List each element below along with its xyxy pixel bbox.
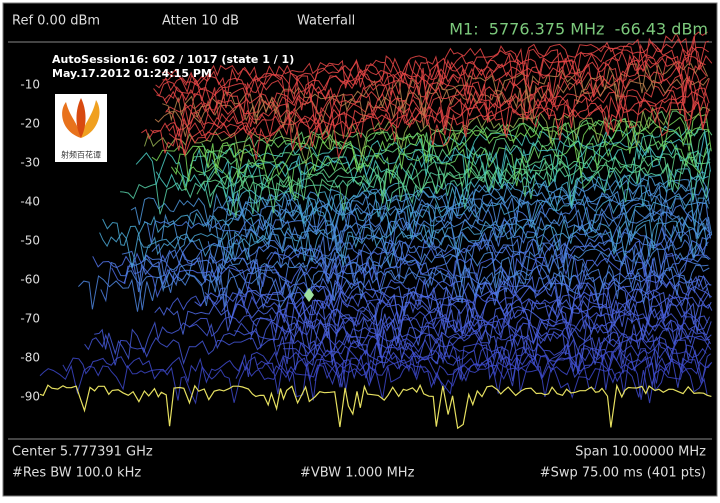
- res-bw: #Res BW 100.0 kHz: [12, 466, 141, 481]
- waterfall-trace: [161, 31, 708, 102]
- waterfall-trace: [165, 66, 710, 130]
- vbw: #VBW 1.000 MHz: [300, 466, 415, 481]
- y-tick-label: -50: [20, 234, 40, 248]
- waterfall-trace: [151, 224, 710, 276]
- waterfall-trace: [78, 264, 709, 312]
- sweep: #Swp 75.00 ms (401 pts): [540, 466, 706, 481]
- y-axis: -10 -20 -30 -40 -50 -60 -70 -80 -90: [20, 78, 40, 404]
- waterfall-trace: [102, 195, 709, 246]
- waterfall-trace: [39, 364, 708, 405]
- y-tick-label: -30: [20, 156, 40, 170]
- attenuation: Atten 10 dB: [162, 14, 239, 29]
- y-tick-label: -60: [20, 273, 40, 287]
- y-tick-label: -70: [20, 312, 40, 326]
- waterfall-trace: [174, 139, 711, 194]
- waterfall-trace: [207, 211, 711, 265]
- waterfall-trace: [221, 274, 711, 319]
- waterfall-trace: [258, 269, 711, 316]
- waterfall-trace: [280, 312, 709, 350]
- waterfall-trace: [266, 231, 713, 280]
- y-tick-label: -40: [20, 195, 40, 209]
- span: Span 10.00000 MHz: [575, 445, 706, 460]
- y-tick-label: -20: [20, 117, 40, 131]
- waterfall-trace: [276, 335, 712, 374]
- waterfall-trace: [214, 207, 713, 261]
- waterfall-trace: [155, 143, 711, 198]
- waterfall-trace: [161, 193, 710, 250]
- waterfall-trace: [194, 283, 713, 329]
- waterfall-trace: [94, 316, 711, 361]
- waterfall-trace: [151, 121, 710, 182]
- waterfall-trace: [309, 326, 712, 369]
- waterfall: [39, 31, 713, 430]
- session-time: May.17.2012 01:24:15 PM: [52, 67, 212, 80]
- marker-readout: M1: 5776.375 MHz -66.43 dBm: [449, 20, 708, 39]
- waterfall-trace: [143, 202, 711, 252]
- waterfall-trace: [198, 146, 709, 201]
- center-freq: Center 5.777391 GHz: [12, 445, 153, 460]
- marker-diamond: [304, 288, 314, 302]
- waterfall-trace: [206, 152, 711, 213]
- live-trace: [39, 383, 712, 430]
- y-tick-label: -80: [20, 351, 40, 365]
- waterfall-trace: [196, 156, 711, 218]
- waterfall-trace: [165, 85, 710, 142]
- waterfall-trace: [234, 321, 712, 367]
- waterfall-trace: [123, 258, 710, 311]
- waterfall-trace: [150, 91, 708, 151]
- session-name: AutoSession16: 602 / 1017 (state 1 / 1): [52, 53, 294, 66]
- y-tick-label: -90: [20, 390, 40, 404]
- y-tick-label: -10: [20, 78, 40, 92]
- waterfall-trace: [121, 234, 712, 286]
- ref-level: Ref 0.00 dBm: [12, 14, 100, 29]
- waterfall-trace: [235, 349, 711, 391]
- waterfall-trace: [130, 243, 710, 293]
- waterfall-trace: [180, 79, 707, 139]
- mode: Waterfall: [297, 14, 355, 29]
- logo-caption: 射频百花谭: [61, 150, 101, 160]
- logo: 射频百花谭: [55, 94, 107, 162]
- waterfall-trace: [154, 76, 710, 137]
